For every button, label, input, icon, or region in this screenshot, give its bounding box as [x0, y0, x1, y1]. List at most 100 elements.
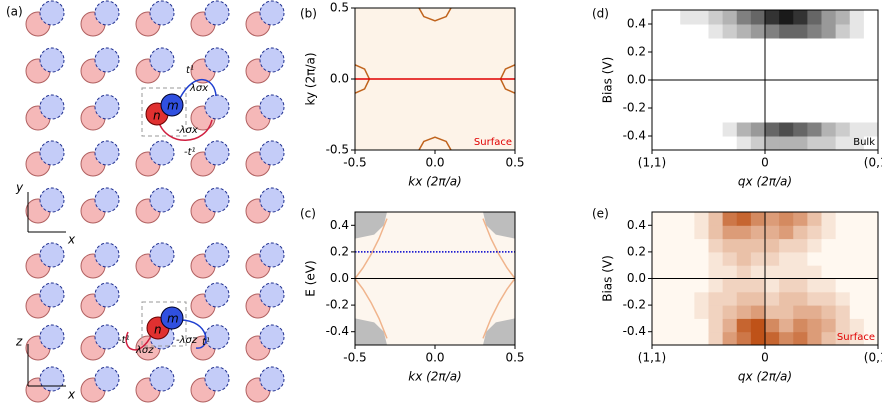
heat-cell	[722, 265, 738, 279]
heat-cell	[750, 136, 766, 151]
hop-path	[157, 119, 213, 141]
heat-cell	[821, 24, 837, 39]
heat-cell	[835, 225, 851, 240]
heat-cell	[652, 225, 667, 240]
heat-cell	[793, 251, 808, 266]
heat-cell	[863, 331, 879, 346]
heat-cell	[779, 291, 794, 306]
heat-cell	[750, 10, 766, 25]
heat-cell	[694, 251, 709, 266]
curve	[482, 218, 516, 279]
soc-label: -λσx	[176, 125, 198, 136]
heat-cell	[652, 265, 667, 279]
heat-cell	[835, 10, 851, 25]
heat-cell	[680, 212, 695, 226]
heat-cell	[793, 38, 808, 53]
heat-cell	[821, 136, 837, 151]
heat-cell	[835, 38, 851, 53]
heat-cell	[736, 318, 752, 333]
heat-cell	[793, 265, 808, 279]
heat-cell	[652, 136, 667, 151]
heat-cell	[835, 305, 851, 319]
heat-cell	[821, 331, 837, 346]
heat-cell	[750, 94, 766, 109]
heat-cell	[736, 38, 752, 53]
heat-cell	[779, 318, 794, 333]
heat-cell	[680, 291, 695, 306]
x-axis-label: qx (2π/a)	[738, 175, 792, 189]
heat-cell	[765, 80, 780, 95]
axis-label: x	[67, 388, 76, 402]
heat-cell	[779, 122, 794, 137]
heat-cell	[765, 265, 780, 279]
heat-cell	[821, 225, 837, 240]
hop-label: -t¹	[184, 147, 196, 158]
heat-cell	[750, 122, 766, 137]
heat-cell	[863, 108, 879, 123]
site-blue	[204, 324, 230, 350]
heat-cell	[750, 225, 766, 240]
curve	[418, 7, 452, 22]
y-tick-label: 0.0	[627, 271, 646, 285]
heat-cell	[765, 108, 780, 123]
heat-cell	[765, 291, 780, 306]
heat-cell	[736, 238, 752, 253]
heat-cell	[849, 66, 865, 81]
panel-label: (d)	[592, 7, 609, 21]
heat-cell	[750, 24, 766, 39]
heat-cell	[736, 94, 752, 109]
heat-cell	[765, 66, 780, 81]
y-tick-label: 0.0	[627, 73, 646, 87]
heat-cell	[779, 331, 794, 346]
heat-cell	[765, 94, 780, 109]
heat-cell	[807, 291, 822, 306]
heat-cell	[849, 24, 865, 39]
x-tick-label: (1,1)	[638, 351, 666, 365]
axis-label: z	[15, 335, 23, 349]
heat-cell	[863, 94, 879, 109]
heat-cell	[708, 24, 724, 39]
y-tick-label: -0.5	[326, 143, 349, 157]
x-tick-label: (0,1)	[864, 351, 882, 365]
heat-cell	[666, 265, 681, 279]
x-tick-label: (1,1)	[638, 156, 666, 170]
bulk-region	[355, 212, 387, 239]
heat-cell	[736, 212, 752, 226]
heat-cell	[652, 212, 667, 226]
soc-label: -λσz	[176, 335, 198, 346]
heat-cell	[821, 278, 837, 293]
heat-cell	[849, 265, 865, 279]
heat-cell	[793, 66, 808, 81]
heat-cell	[736, 24, 752, 39]
heat-cell	[694, 38, 709, 53]
site-blue	[39, 282, 65, 308]
heat-cell	[807, 108, 822, 123]
heat-cell	[835, 212, 851, 226]
x-tick-label: 0.0	[425, 156, 444, 170]
heat-cell	[807, 225, 822, 240]
heat-cell	[849, 225, 865, 240]
heat-cell	[694, 225, 709, 240]
heat-cell	[849, 251, 865, 266]
hop-label: t¹	[186, 65, 194, 76]
heat-cell	[652, 331, 667, 346]
heat-cell	[765, 212, 780, 226]
heat-cell	[863, 238, 879, 253]
heat-cell	[793, 212, 808, 226]
heat-cell	[680, 38, 695, 53]
heat-cell	[750, 331, 766, 346]
heat-cell	[793, 238, 808, 253]
heat-cell	[807, 318, 822, 333]
site-blue	[204, 366, 230, 392]
heat-cell	[863, 10, 879, 25]
heat-cell	[835, 66, 851, 81]
y-tick-label: -0.4	[623, 129, 646, 143]
site-blue	[94, 324, 120, 350]
heat-cell	[694, 278, 709, 293]
heat-cell	[863, 265, 879, 279]
heat-cell	[652, 238, 667, 253]
heat-cell	[666, 305, 681, 319]
hop-path	[179, 319, 207, 349]
site-blue	[39, 187, 65, 213]
hop-path	[125, 331, 153, 351]
